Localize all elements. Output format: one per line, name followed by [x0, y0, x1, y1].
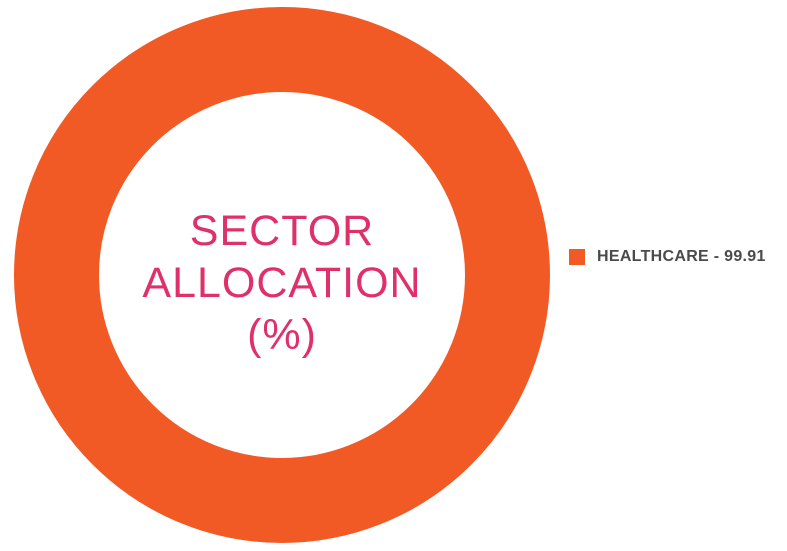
donut-slice-healthcare — [14, 7, 550, 543]
chart-title-line-2: ALLOCATION — [142, 259, 422, 307]
chart-title-line-3: (%) — [247, 311, 317, 359]
legend-swatch-healthcare — [569, 249, 585, 265]
chart-title-line-1: SECTOR — [189, 207, 375, 255]
legend-label-healthcare: HEALTHCARE - 99.91 — [597, 248, 766, 265]
chart-title: SECTOR ALLOCATION (%) — [132, 205, 432, 361]
legend: HEALTHCARE - 99.91 — [569, 248, 766, 266]
